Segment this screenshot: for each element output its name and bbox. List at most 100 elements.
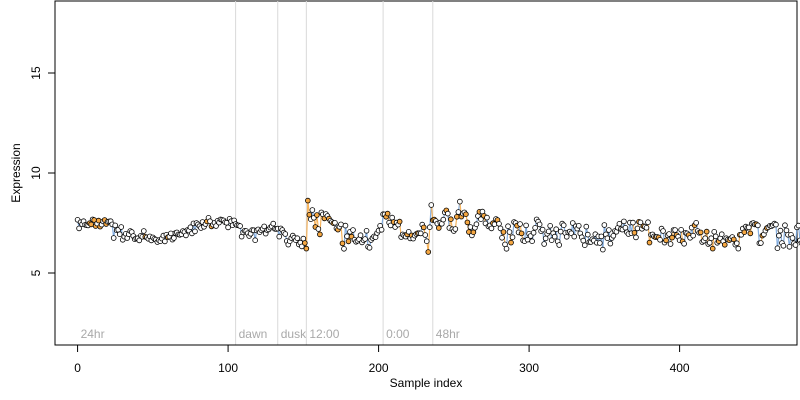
data-point <box>88 221 94 228</box>
data-point <box>557 228 564 235</box>
data-point <box>309 207 316 213</box>
data-point <box>541 241 547 247</box>
vertical-marker-label: 48hr <box>436 327 460 341</box>
data-point <box>484 214 490 221</box>
data-point <box>338 221 344 228</box>
series-link <box>757 225 760 244</box>
data-point <box>213 223 219 229</box>
data-point <box>746 224 752 231</box>
vertical-marker-label: 12:00 <box>309 327 339 341</box>
data-point <box>777 227 784 234</box>
data-point <box>425 249 432 255</box>
vertical-marker-label: dawn <box>239 327 268 341</box>
data-point <box>730 236 737 243</box>
data-point <box>600 246 606 253</box>
x-tick-label: 400 <box>670 361 690 375</box>
data-point <box>357 232 364 239</box>
data-point <box>366 245 373 251</box>
data-point <box>571 233 578 240</box>
data-point <box>168 230 174 237</box>
data-point <box>786 244 793 250</box>
y-tick-label: 5 <box>29 269 43 276</box>
data-point <box>112 222 119 229</box>
data-point <box>491 221 498 228</box>
data-point <box>192 228 198 235</box>
data-point <box>774 245 781 252</box>
data-point <box>776 232 782 239</box>
data-point <box>758 240 764 246</box>
data-point <box>690 232 696 239</box>
data-point <box>792 242 799 248</box>
data-point <box>270 220 277 227</box>
data-point <box>607 240 614 247</box>
data-point <box>532 225 538 231</box>
vertical-marker-label: dusk <box>281 327 307 341</box>
data-point <box>350 227 356 233</box>
data-point <box>712 233 719 240</box>
data-point <box>621 218 627 225</box>
data-point <box>733 240 740 247</box>
data-point <box>669 234 675 241</box>
data-point <box>423 238 430 245</box>
data-point <box>303 245 310 252</box>
data-point <box>795 222 800 229</box>
data-point <box>183 232 189 239</box>
data-point <box>464 219 471 226</box>
data-point <box>505 223 511 230</box>
data-point <box>663 237 669 244</box>
data-point <box>633 234 639 241</box>
data-point <box>672 227 678 233</box>
data-point <box>581 242 588 249</box>
data-point <box>601 222 608 228</box>
data-point <box>339 240 346 247</box>
data-point <box>282 231 289 237</box>
data-point <box>709 245 716 252</box>
data-point <box>448 216 454 223</box>
vertical-marker-label: 24hr <box>81 327 105 341</box>
data-point <box>508 239 514 246</box>
data-point <box>384 210 391 217</box>
data-point <box>276 233 283 240</box>
data-point <box>396 218 403 225</box>
data-point <box>548 237 555 244</box>
data-point <box>426 224 433 231</box>
data-point <box>634 225 641 232</box>
data-point <box>518 230 525 237</box>
series-link <box>647 222 651 243</box>
data-point <box>789 235 796 241</box>
data-point <box>422 232 429 238</box>
data-point <box>118 224 125 230</box>
data-point <box>473 221 480 228</box>
data-point <box>631 230 638 236</box>
data-point <box>646 239 653 246</box>
series-link <box>305 200 309 249</box>
data-point <box>711 229 718 235</box>
data-point <box>294 235 301 242</box>
data-point <box>363 228 370 234</box>
data-point <box>645 219 651 226</box>
data-point <box>697 229 704 236</box>
data-point <box>693 220 699 226</box>
data-point <box>452 226 459 232</box>
data-point <box>721 242 728 248</box>
data-point <box>467 224 474 230</box>
data-point <box>261 223 268 230</box>
data-point <box>435 225 442 231</box>
data-point <box>417 230 424 237</box>
data-point <box>718 231 725 238</box>
data-point <box>553 226 559 233</box>
x-tick-label: 200 <box>369 361 389 375</box>
x-axis-title: Sample index <box>390 376 463 390</box>
data-point <box>503 246 510 252</box>
data-point <box>678 227 684 233</box>
data-point <box>597 240 603 246</box>
data-point <box>637 219 644 226</box>
data-point <box>530 230 537 236</box>
data-point <box>598 233 605 240</box>
x-tick-label: 0 <box>74 361 81 375</box>
data-point <box>225 224 231 231</box>
data-point <box>455 209 462 215</box>
data-point <box>523 222 529 229</box>
data-point <box>463 211 469 218</box>
data-point <box>341 246 347 252</box>
